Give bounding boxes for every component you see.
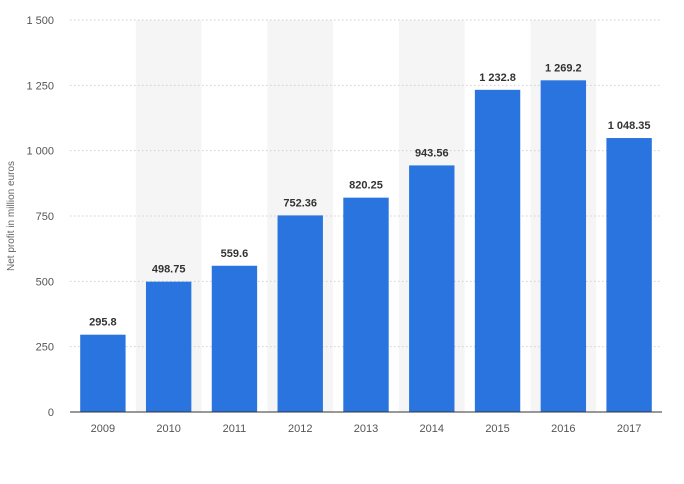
y-tick-label: 750 (36, 211, 54, 223)
x-tick-label: 2010 (156, 423, 180, 435)
x-tick-label: 2013 (354, 423, 378, 435)
bar-2012 (277, 215, 323, 412)
data-label-2014: 943.56 (415, 147, 449, 159)
y-tick-label: 250 (36, 342, 54, 354)
y-tick-label: 1 000 (26, 146, 54, 158)
x-tick-label: 2014 (420, 423, 444, 435)
data-label-2015: 1 232.8 (479, 72, 516, 84)
data-label-2009: 295.8 (89, 317, 117, 329)
x-axis-ticks: 2009 2010 2011 2012 2013 2014 2015 2016 2017 (91, 423, 642, 435)
bar-2009 (80, 334, 126, 412)
bar-2010 (145, 281, 192, 412)
bar-2014 (409, 165, 455, 412)
bar-2015 (474, 89, 521, 412)
y-axis-title: Net profit in million euros (6, 161, 17, 271)
data-label-2013: 820.25 (349, 180, 383, 192)
data-label-2010: 498.75 (152, 264, 186, 276)
y-tick-label: 1 250 (26, 80, 54, 92)
bar-2017 (606, 138, 652, 413)
bar-2013 (343, 197, 389, 412)
x-tick-label: 2016 (551, 423, 575, 435)
bars (80, 80, 652, 413)
x-tick-label: 2012 (288, 423, 312, 435)
x-tick-label: 2015 (485, 423, 509, 435)
y-tick-label: 1 500 (26, 15, 54, 27)
y-axis-ticks: 0 250 500 750 1 000 1 250 1 500 (26, 15, 54, 419)
x-tick-label: 2017 (617, 423, 641, 435)
data-labels: 295.8 498.75 559.6 752.36 820.25 943.56 1 232.… (89, 62, 650, 328)
data-label-2012: 752.36 (283, 197, 317, 209)
x-tick-label: 2009 (91, 423, 115, 435)
data-label-2017: 1 048.35 (608, 120, 651, 132)
data-label-2016: 1 269.2 (545, 62, 582, 74)
y-tick-label: 0 (48, 407, 54, 419)
bar-2016 (540, 80, 587, 412)
data-label-2011: 559.6 (221, 248, 249, 260)
y-tick-label: 500 (36, 276, 54, 288)
x-tick-label: 2011 (223, 423, 247, 435)
bar-2011 (211, 265, 258, 412)
